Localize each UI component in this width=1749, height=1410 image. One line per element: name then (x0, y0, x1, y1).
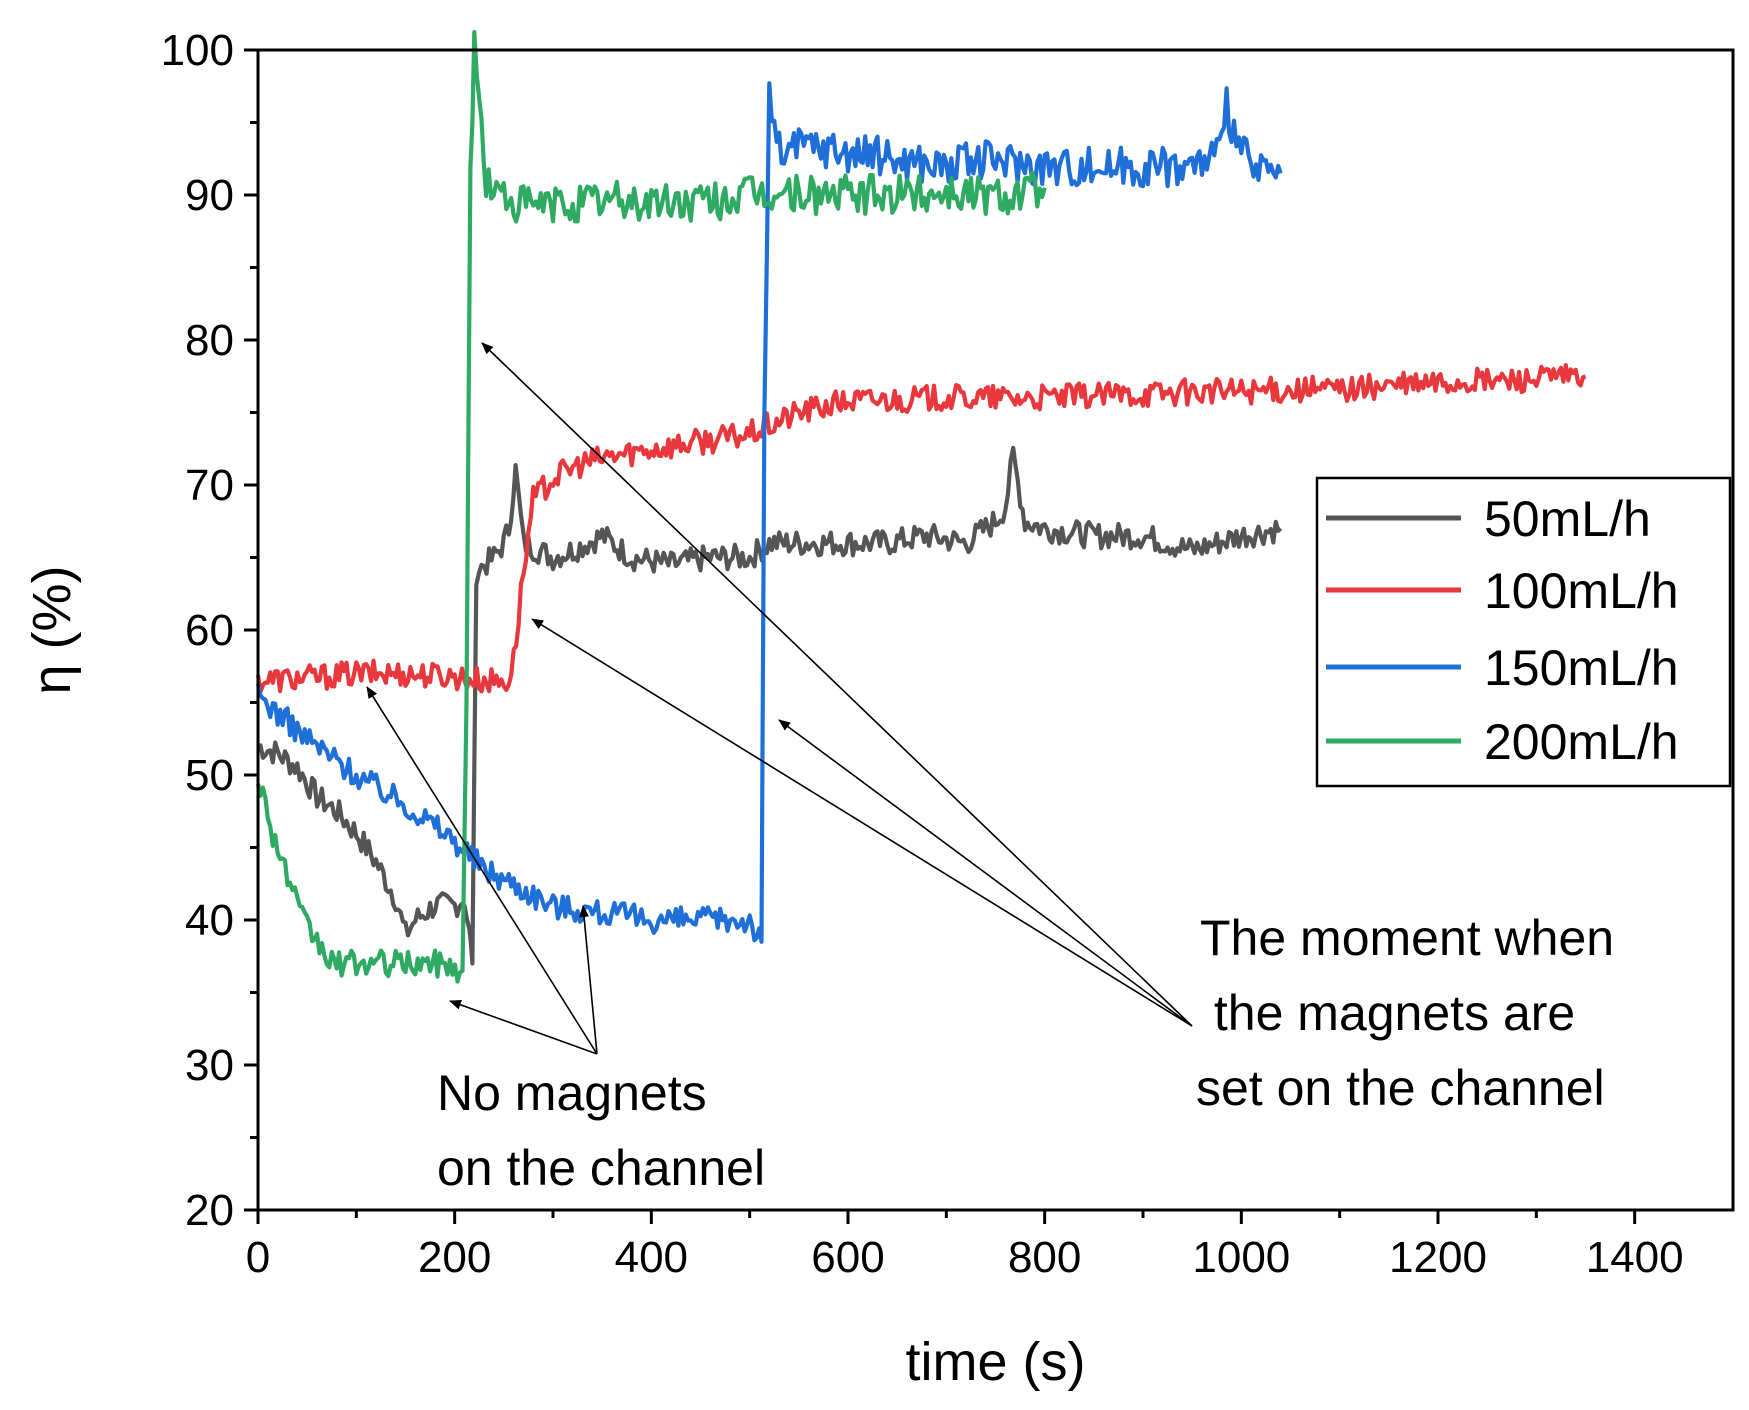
series-layer (255, 29, 1587, 984)
y-tick-label: 50 (185, 751, 234, 800)
annotation-magnets-set: The moment when the magnets are set on t… (481, 342, 1614, 1116)
plot-frame (256, 48, 1735, 1212)
y-tick-label: 80 (185, 316, 234, 365)
arrow-to-100-baseline (366, 686, 598, 1055)
y-tick-label: 20 (185, 1186, 234, 1235)
legend-label-200: 200mL/h (1484, 714, 1679, 770)
series-line-50mlh (257, 445, 1283, 966)
arrow-to-200-baseline (449, 1000, 598, 1055)
x-tick-label: 600 (811, 1233, 884, 1282)
annotation-magnets-line2: the magnets are (1200, 985, 1575, 1041)
legend-label-150: 150mL/h (1484, 640, 1679, 696)
arrow-to-100-jump (531, 618, 1193, 1027)
arrow-to-150-jump (778, 719, 1193, 1027)
legend-box (1315, 476, 1732, 788)
annotation-no-magnets-line1: No magnets (437, 1065, 707, 1121)
x-tick-label: 1400 (1586, 1233, 1684, 1282)
ticks-layer: 0 200 400 600 800 1000 1200 1400 20 30 40 50 60 70 80 9… (161, 26, 1684, 1282)
x-axis-title: time (s) (906, 1332, 1086, 1392)
arrow-to-200-jump (481, 342, 1193, 1027)
y-tick-label: 70 (185, 461, 234, 510)
x-tick-label: 400 (615, 1233, 688, 1282)
y-tick-label: 60 (185, 606, 234, 655)
arrow-to-150-baseline (579, 905, 598, 1055)
y-tick-label: 90 (185, 171, 234, 220)
annotation-no-magnets: No magnets on the channel (366, 686, 765, 1196)
legend-label-100: 100mL/h (1484, 563, 1679, 619)
x-tick-label: 200 (418, 1233, 491, 1282)
x-tick-label: 1000 (1192, 1233, 1290, 1282)
annotation-magnets-line1: The moment when (1200, 910, 1614, 966)
y-tick-label: 100 (161, 26, 234, 75)
legend: 50mL/h 100mL/h 150mL/h 200mL/h (1315, 476, 1732, 788)
series-line-100mlh (255, 363, 1587, 695)
series-line-150mlh (255, 81, 1283, 944)
legend-label-50: 50mL/h (1484, 491, 1651, 547)
x-tick-label: 800 (1008, 1233, 1081, 1282)
series-line-200mlh (255, 29, 1047, 984)
y-axis-title: η (%) (22, 565, 82, 694)
y-tick-label: 30 (185, 1041, 234, 1090)
y-tick-label: 40 (185, 896, 234, 945)
x-tick-label: 0 (246, 1233, 270, 1282)
annotation-no-magnets-line2: on the channel (437, 1140, 765, 1196)
annotation-magnets-line3: set on the channel (1196, 1060, 1605, 1116)
x-tick-label: 1200 (1389, 1233, 1487, 1282)
